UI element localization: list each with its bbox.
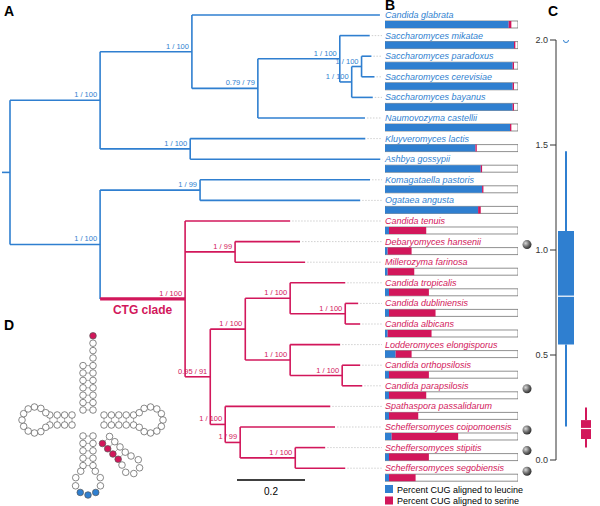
- svg-text:Candida parapsilosis: Candida parapsilosis: [385, 381, 469, 391]
- svg-text:1 / 100: 1 / 100: [199, 414, 222, 423]
- svg-text:Candida glabrata: Candida glabrata: [385, 10, 454, 20]
- svg-text:Saccharomyces mikatae: Saccharomyces mikatae: [385, 31, 483, 41]
- svg-text:1 / 100: 1 / 100: [269, 448, 292, 457]
- svg-text:1 / 100: 1 / 100: [159, 289, 182, 298]
- svg-text:1 / 99: 1 / 99: [213, 242, 232, 251]
- svg-text:Ogataea angusta: Ogataea angusta: [385, 195, 454, 205]
- svg-text:CTG clade: CTG clade: [113, 303, 173, 317]
- svg-text:1 / 100: 1 / 100: [316, 366, 339, 375]
- svg-text:Saccharomyces cerevisiae: Saccharomyces cerevisiae: [385, 72, 492, 82]
- svg-text:Spathaspora passalidarum: Spathaspora passalidarum: [385, 401, 493, 411]
- svg-text:1 / 100: 1 / 100: [336, 57, 359, 66]
- svg-text:1.5: 1.5: [535, 140, 548, 150]
- svg-text:0.95 / 91: 0.95 / 91: [178, 367, 207, 376]
- svg-text:D: D: [8, 317, 14, 333]
- svg-text:1 / 100: 1 / 100: [326, 72, 349, 81]
- svg-text:1 / 99: 1 / 99: [218, 432, 237, 441]
- svg-text:1 / 100: 1 / 100: [314, 49, 337, 58]
- svg-text:Ashbya gossypii: Ashbya gossypii: [384, 154, 451, 164]
- svg-text:Percent CUG aligned to serine: Percent CUG aligned to serine: [397, 496, 519, 506]
- svg-text:2.0: 2.0: [535, 35, 548, 45]
- svg-text:1 / 100: 1 / 100: [74, 90, 97, 99]
- svg-text:Saccharomyces bayanus: Saccharomyces bayanus: [385, 92, 486, 102]
- svg-text:1 / 100: 1 / 100: [164, 139, 187, 148]
- svg-text:0.79 / 79: 0.79 / 79: [226, 78, 255, 87]
- svg-text:Candida tenuis: Candida tenuis: [385, 216, 446, 226]
- svg-text:Scheffersomyces coipomoensis: Scheffersomyces coipomoensis: [385, 422, 512, 432]
- svg-text:1 / 100: 1 / 100: [166, 42, 189, 51]
- svg-text:A: A: [8, 3, 14, 19]
- svg-text:1 / 100: 1 / 100: [264, 350, 287, 359]
- svg-text:1.0: 1.0: [535, 245, 548, 255]
- svg-text:0.0: 0.0: [535, 455, 548, 465]
- svg-text:Naumovozyma castellii: Naumovozyma castellii: [385, 113, 478, 123]
- svg-text:Candida dubliniensis: Candida dubliniensis: [385, 298, 469, 308]
- svg-text:Candida tropicalis: Candida tropicalis: [385, 278, 457, 288]
- svg-text:Saccharomyces paradoxus: Saccharomyces paradoxus: [385, 51, 494, 61]
- svg-text:1 / 100: 1 / 100: [319, 304, 342, 313]
- svg-text:Komagataella pastoris: Komagataella pastoris: [385, 175, 475, 185]
- svg-text:0.5: 0.5: [535, 350, 548, 360]
- svg-text:1 / 100: 1 / 100: [74, 234, 97, 243]
- svg-text:C: C: [548, 3, 558, 19]
- svg-text:Millerozyma farinosa: Millerozyma farinosa: [385, 257, 468, 267]
- svg-text:1 / 99: 1 / 99: [178, 180, 197, 189]
- svg-text:Candida albicans: Candida albicans: [385, 319, 455, 329]
- svg-text:0.2: 0.2: [264, 486, 278, 497]
- svg-text:Debaryomyces hansenii: Debaryomyces hansenii: [385, 237, 482, 247]
- svg-text:Percent CUG aligned to leucine: Percent CUG aligned to leucine: [397, 485, 523, 495]
- svg-text:1 / 100: 1 / 100: [219, 319, 242, 328]
- svg-text:Scheffersomyces stipitis: Scheffersomyces stipitis: [385, 443, 482, 453]
- svg-text:1 / 100: 1 / 100: [264, 288, 287, 297]
- svg-text:Scheffersomyces segobiensis: Scheffersomyces segobiensis: [385, 463, 505, 473]
- svg-text:Candida orthopsilosis: Candida orthopsilosis: [385, 360, 472, 370]
- svg-text:Kluyveromyces lactis: Kluyveromyces lactis: [385, 134, 470, 144]
- svg-text:Lodderomyces elongisporus: Lodderomyces elongisporus: [385, 340, 498, 350]
